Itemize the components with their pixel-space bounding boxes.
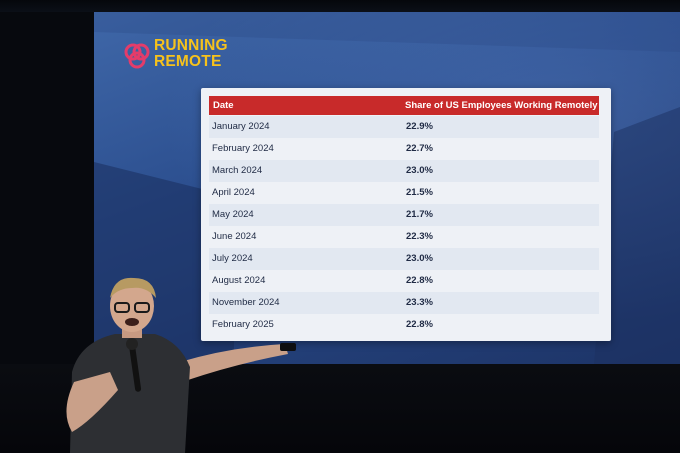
table-row: March 2024 23.0%	[209, 160, 599, 182]
cell-date: May 2024	[212, 209, 254, 220]
cell-share: 22.8%	[406, 275, 433, 286]
cell-share: 22.9%	[406, 121, 433, 132]
cell-share: 21.5%	[406, 187, 433, 198]
cell-share: 22.7%	[406, 143, 433, 154]
table-row: November 2024 23.3%	[209, 292, 599, 314]
cell-date: February 2025	[212, 319, 274, 330]
table-row: June 2024 22.3%	[209, 226, 599, 248]
table-header: Date Share of US Employees Working Remot…	[209, 96, 599, 115]
cell-date: February 2024	[212, 143, 274, 154]
table-row: July 2024 23.0%	[209, 248, 599, 270]
speaker-mouth	[125, 318, 139, 326]
glasses-right	[134, 302, 150, 313]
table-row: April 2024 21.5%	[209, 182, 599, 204]
cell-share: 22.3%	[406, 231, 433, 242]
cell-date: January 2024	[212, 121, 270, 132]
table-row: February 2025 22.8%	[209, 314, 599, 336]
cell-date: March 2024	[212, 165, 263, 176]
glasses-left	[114, 302, 130, 313]
table-row: February 2024 22.7%	[209, 138, 599, 160]
table-row: August 2024 22.8%	[209, 270, 599, 292]
cell-date: July 2024	[212, 253, 253, 264]
stage-ceiling	[0, 0, 680, 12]
cell-share: 21.7%	[406, 209, 433, 220]
pointing-arm	[180, 344, 288, 380]
speaker-head	[110, 280, 154, 332]
header-share: Share of US Employees Working Remotely	[405, 100, 598, 111]
cell-share: 23.0%	[406, 165, 433, 176]
cell-share: 23.3%	[406, 297, 433, 308]
speaker-shirt	[70, 334, 190, 453]
table-body: January 2024 22.9% February 2024 22.7% Mar…	[209, 116, 599, 336]
speaker-hair	[110, 277, 156, 298]
table-row: May 2024 21.7%	[209, 204, 599, 226]
microphone	[128, 342, 142, 392]
cell-date: June 2024	[212, 231, 257, 242]
brand-wordmark: RUNNING REMOTE	[154, 38, 254, 70]
knot-logo-icon	[124, 43, 150, 69]
cell-share: 22.8%	[406, 319, 433, 330]
table-row: January 2024 22.9%	[209, 116, 599, 138]
clicker-remote	[280, 343, 296, 351]
speaker-figure	[66, 277, 296, 453]
cell-share: 23.0%	[406, 253, 433, 264]
brand-line-2: REMOTE	[154, 53, 222, 70]
mic-arm	[66, 372, 118, 432]
screen-shadow-shapes	[94, 12, 680, 364]
microphone-head	[126, 338, 138, 350]
header-date: Date	[213, 100, 234, 111]
slide-table-card: Date Share of US Employees Working Remot…	[201, 88, 611, 341]
cell-date: August 2024	[212, 275, 266, 286]
cell-date: November 2024	[212, 297, 280, 308]
brand-line-1: RUNNING	[154, 37, 228, 54]
running-remote-logo: RUNNING REMOTE	[122, 38, 252, 74]
cell-date: April 2024	[212, 187, 255, 198]
